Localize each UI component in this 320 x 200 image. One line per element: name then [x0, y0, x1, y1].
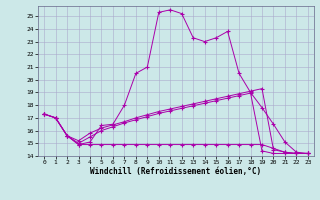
- X-axis label: Windchill (Refroidissement éolien,°C): Windchill (Refroidissement éolien,°C): [91, 167, 261, 176]
